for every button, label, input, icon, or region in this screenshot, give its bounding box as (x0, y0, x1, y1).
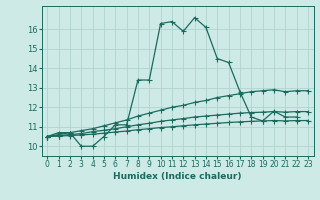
X-axis label: Humidex (Indice chaleur): Humidex (Indice chaleur) (113, 172, 242, 181)
